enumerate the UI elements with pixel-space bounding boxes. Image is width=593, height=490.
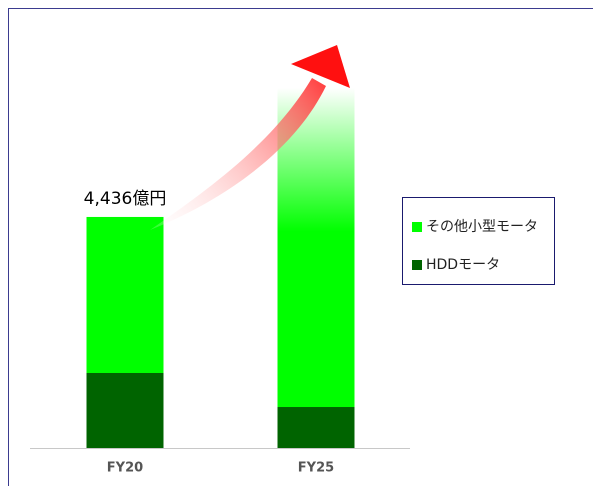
total-label: 4,436億円 bbox=[84, 189, 167, 209]
bar-segment bbox=[87, 373, 164, 448]
x-tick-label: FY20 bbox=[107, 461, 143, 476]
legend-label: HDDモータ bbox=[426, 257, 500, 273]
x-tick-label: FY25 bbox=[298, 461, 334, 476]
legend-label: その他小型モータ bbox=[426, 219, 538, 235]
bar-segment bbox=[87, 217, 164, 373]
arrow-head bbox=[291, 45, 350, 88]
legend-swatch bbox=[412, 222, 422, 232]
bar-segment bbox=[278, 407, 355, 448]
legend-swatch bbox=[412, 260, 422, 270]
